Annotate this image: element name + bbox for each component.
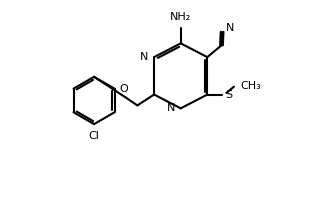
Text: NH₂: NH₂: [170, 12, 191, 22]
Text: Cl: Cl: [88, 131, 99, 141]
Text: O: O: [120, 84, 129, 94]
Text: S: S: [225, 90, 232, 99]
Text: N: N: [140, 52, 148, 62]
Text: N: N: [226, 23, 234, 33]
Text: N: N: [167, 103, 175, 113]
Text: CH₃: CH₃: [240, 81, 261, 91]
